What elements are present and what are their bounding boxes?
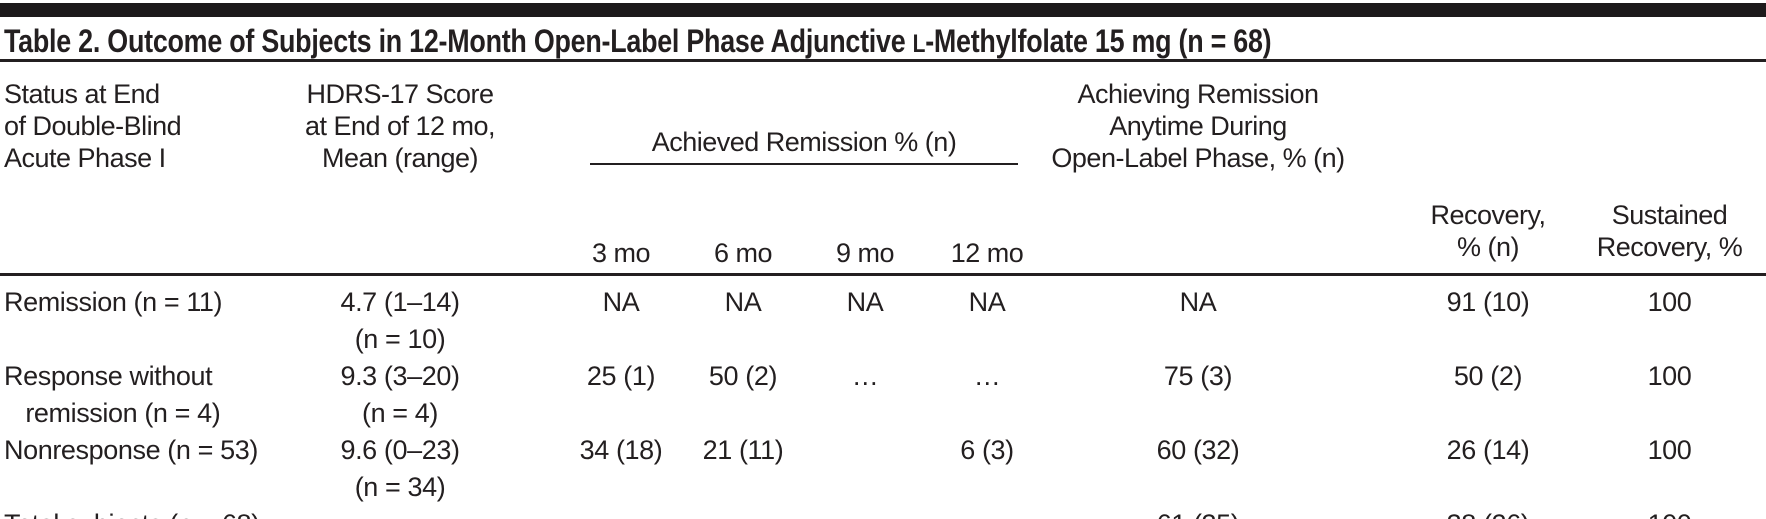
cell-9mo: … — [851, 360, 879, 391]
cell-9mo — [804, 506, 926, 519]
title-part-1: Table 2. Outcome of Subjects in 12-Month… — [4, 23, 913, 59]
cell-status: Response without remission (n = 4) — [4, 360, 221, 428]
table-title-text: Table 2. Outcome of Subjects in 12-Month… — [4, 23, 1272, 59]
top-rule-bar — [0, 3, 1766, 17]
cell-3mo — [560, 506, 682, 519]
col-header-12mo: 12 mo — [926, 229, 1048, 276]
col-header-hdrs-score: HDRS-17 Score at End of 12 mo, Mean (ran… — [295, 62, 560, 276]
cell-hdrs-score: 9.3 (3–20) (n = 4) — [340, 360, 460, 428]
table-row-remission: Remission (n = 11) 4.7 (1–14) (n = 10) N… — [0, 274, 1766, 358]
cell-anytime-remission: 61 (35) — [1048, 506, 1348, 519]
col-header-status: Status at End of Double-Blind Acute Phas… — [0, 62, 295, 276]
outcomes-table: Status at End of Double-Blind Acute Phas… — [0, 62, 1766, 519]
cell-6mo — [682, 506, 804, 519]
cell-3mo: NA — [602, 286, 640, 317]
cell-recovery: 50 (2) — [1453, 360, 1523, 391]
cell-12mo: NA — [968, 286, 1006, 317]
title-part-2: -Methylfolate 15 mg (n = 68) — [925, 23, 1272, 59]
cell-anytime-remission: 75 (3) — [1163, 360, 1233, 391]
cell-recovery: 91 (10) — [1446, 286, 1530, 317]
cell-sustained-recovery: 100 — [1647, 360, 1692, 391]
cell-anytime-remission: NA — [1179, 286, 1217, 317]
table-title: Table 2. Outcome of Subjects in 12-Month… — [0, 17, 1766, 62]
col-header-9mo: 9 mo — [804, 229, 926, 276]
col-header-3mo: 3 mo — [560, 229, 682, 276]
col-header-sustained-recovery: Sustained Recovery, % — [1573, 62, 1766, 276]
cell-12mo: … — [973, 360, 1001, 391]
cell-6mo: 21 (11) — [702, 434, 784, 465]
cell-status: Nonresponse (n = 53) — [4, 434, 258, 465]
cell-status: Remission (n = 11) — [4, 286, 223, 317]
table-row-total-subjects: Total subjects (n = 68) 61 (35) 38 (26) … — [0, 506, 1766, 519]
cell-3mo: 25 (1) — [586, 360, 656, 391]
table-row-response-without-remission: Response without remission (n = 4) 9.3 (… — [0, 358, 1766, 432]
cell-recovery: 38 (26) — [1348, 506, 1573, 519]
table-header: Status at End of Double-Blind Acute Phas… — [0, 62, 1766, 276]
col-group-achieved-remission: Achieved Remission % (n) — [560, 62, 1048, 229]
cell-hdrs-score: 4.7 (1–14) (n = 10) — [340, 286, 460, 354]
table-row-nonresponse: Nonresponse (n = 53) 9.6 (0–23) (n = 34)… — [0, 432, 1766, 506]
cell-9mo: NA — [846, 286, 884, 317]
col-header-6mo: 6 mo — [682, 229, 804, 276]
cell-sustained-recovery: 100 — [1647, 434, 1692, 465]
cell-hdrs-score — [295, 506, 560, 519]
col-header-anytime-remission: Achieving Remission Anytime During Open-… — [1048, 62, 1348, 276]
cell-9mo — [804, 432, 926, 506]
cell-6mo: 50 (2) — [708, 360, 778, 391]
cell-sustained-recovery: 100 — [1647, 286, 1692, 317]
col-header-recovery: Recovery, % (n) — [1348, 62, 1573, 276]
cell-status: Total subjects (n = 68) — [0, 506, 295, 519]
col-group-achieved-remission-label: Achieved Remission % (n) — [590, 126, 1018, 165]
cell-12mo: 6 (3) — [960, 434, 1014, 465]
cell-recovery: 26 (14) — [1446, 434, 1530, 465]
cell-6mo: NA — [724, 286, 762, 317]
cell-anytime-remission: 60 (32) — [1156, 434, 1240, 465]
cell-hdrs-score: 9.6 (0–23) (n = 34) — [340, 434, 460, 502]
table-body: Remission (n = 11) 4.7 (1–14) (n = 10) N… — [0, 274, 1766, 519]
cell-sustained-recovery: 100 — [1573, 506, 1766, 519]
cell-3mo: 34 (18) — [579, 434, 663, 465]
smallcap-l: L — [912, 30, 926, 58]
cell-12mo — [926, 506, 1048, 519]
